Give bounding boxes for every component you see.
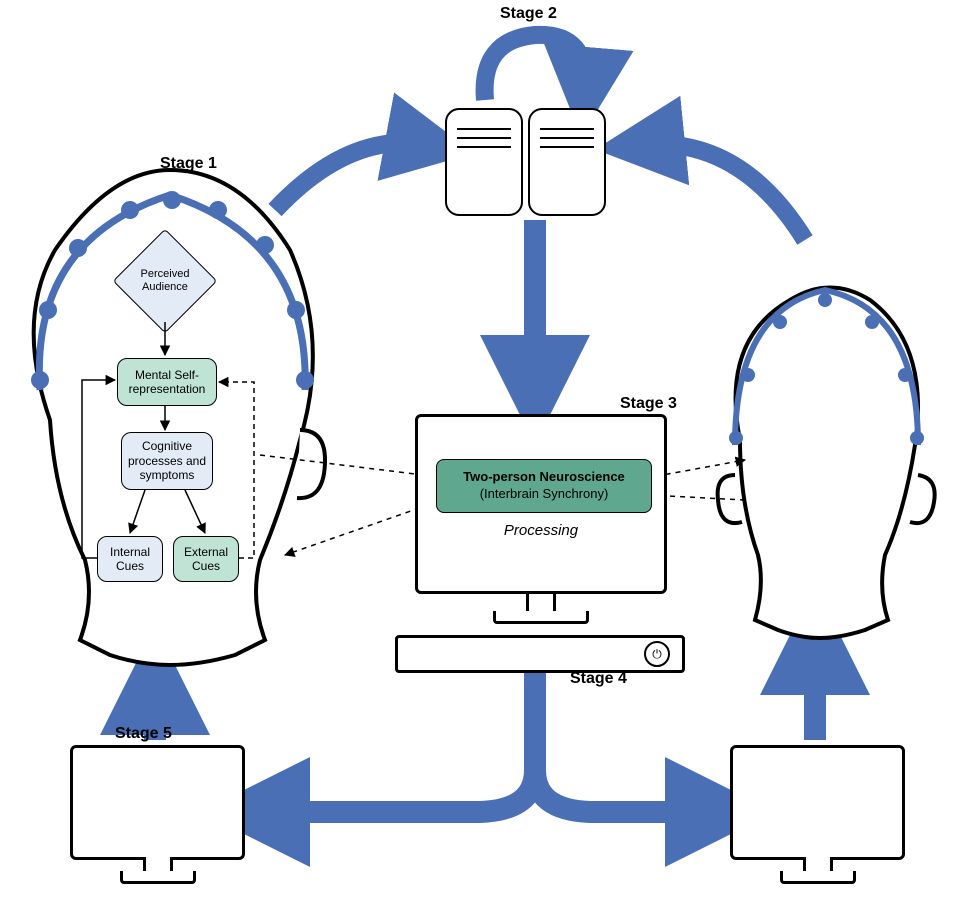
diagram-canvas: Stage 1 Stage 2 Stage 3 Stage 4 Stage 5 (0, 0, 957, 905)
left-feedback-monitor (70, 745, 245, 884)
right-feedback-monitor (730, 745, 905, 884)
node-cognitive: Cognitive processes and symptoms (121, 432, 213, 490)
center-monitor: Two-person Neuroscience (Interbrain Sync… (415, 414, 667, 624)
two-person-neuroscience-box: Two-person Neuroscience (Interbrain Sync… (436, 459, 652, 513)
server-right (528, 108, 606, 216)
processing-caption: Processing (418, 522, 664, 539)
node-external-cues: External Cues (173, 536, 239, 582)
stage3-label: Stage 3 (620, 395, 677, 413)
stage1-label: Stage 1 (160, 155, 217, 173)
node-perceived-audience: Perceived Audience (128, 244, 202, 318)
node-mental-self: Mental Self- representation (117, 358, 217, 406)
node-internal-cues: Internal Cues (97, 536, 163, 582)
server-left (445, 108, 523, 216)
power-icon: ⏻ (644, 641, 670, 667)
stage2-label: Stage 2 (500, 5, 557, 23)
center-computer-tower: ⏻ (395, 635, 685, 673)
stage5-label: Stage 5 (115, 725, 172, 743)
